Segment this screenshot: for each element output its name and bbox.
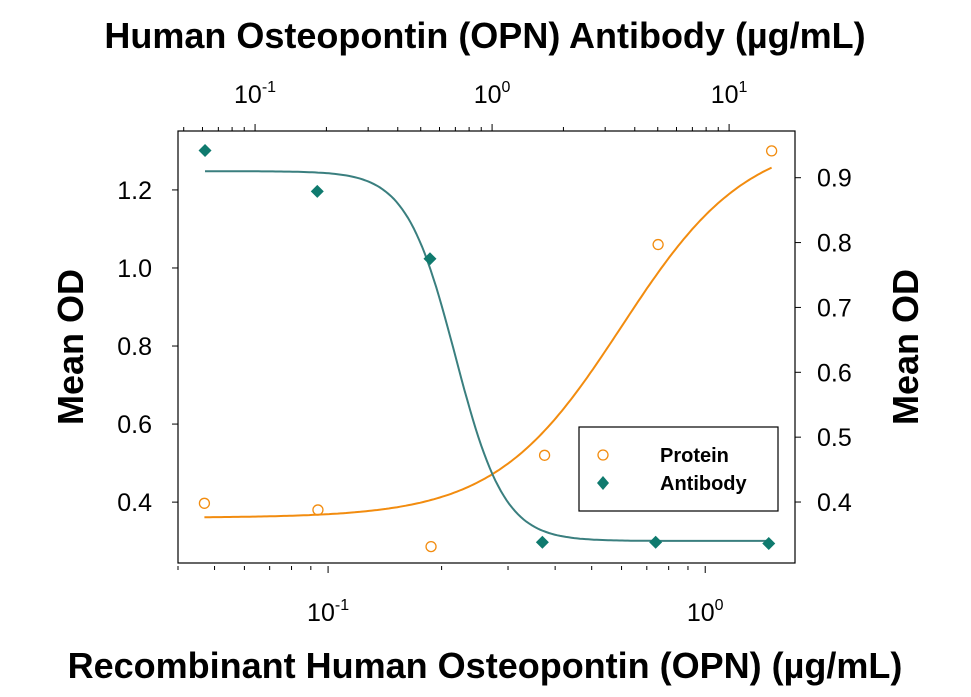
right-axis-title: Mean OD [885,269,926,425]
top-axis-tick-label: 10-1 [234,79,276,109]
antibody-data-point [649,535,663,549]
bottom-axis-tick-label: 10-1 [307,597,349,627]
left-axis-tick-label: 0.6 [117,411,152,439]
left-axis-tick-label: 1.2 [117,177,152,205]
legend-antibody-label: Antibody [660,473,748,495]
left-axis-tick-label: 1.0 [117,255,152,283]
legend-protein-marker [597,449,609,461]
bottom-axis-tick-label: 100 [687,597,724,627]
right-axis-tick-label: 0.8 [817,230,852,258]
antibody-data-point [198,143,212,157]
protein-data-point [538,449,551,461]
right-axis-tick-label: 0.6 [817,359,852,387]
right-axis-tick-label: 0.5 [817,424,852,452]
antibody-data-point [310,184,324,198]
right-axis-tick-label: 0.7 [817,294,852,322]
left-axis-tick-label: 0.4 [117,489,152,517]
top-axis-title: Human Osteopontin (OPN) Antibody (µg/mL) [104,15,865,56]
protein-fit-curve [204,166,773,519]
antibody-fit-curve [205,170,769,542]
protein-data-point [425,540,437,553]
protein-data-point [312,504,324,516]
top-axis-tick-label: 101 [711,79,748,109]
legend: Protein Antibody [578,426,779,512]
legend-protein-label: Protein [660,445,729,467]
right-axis-tick-label: 0.4 [817,489,852,517]
antibody-data-point [535,535,549,549]
left-axis-tick-label: 0.8 [117,333,152,361]
right-axis-tick-label: 0.9 [817,165,852,193]
left-axis-title: Mean OD [50,269,91,425]
plot-frame [177,130,796,564]
top-axis-tick-label: 100 [474,79,511,109]
protein-data-point [198,497,211,509]
protein-data-point [765,145,778,157]
legend-antibody-marker [597,476,609,490]
antibody-data-point [423,252,437,266]
bottom-axis-title: Recombinant Human Osteopontin (OPN) (µg/… [68,645,903,686]
protein-data-point [652,238,664,251]
antibody-data-point [762,537,776,551]
